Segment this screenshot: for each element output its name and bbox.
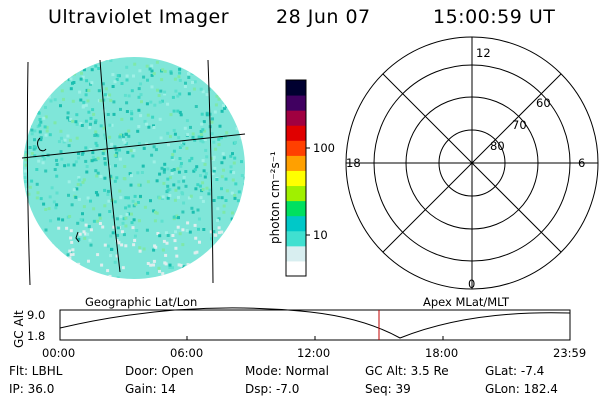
mlt-label-18: 18 bbox=[346, 156, 361, 170]
orbit-xtick-1800: 18:00 bbox=[425, 346, 459, 360]
colorbar-band bbox=[286, 80, 306, 96]
date-label: 28 Jun 07 bbox=[276, 6, 371, 28]
colorbar-band bbox=[286, 245, 306, 262]
orbit-xtick-0600: 06:00 bbox=[170, 346, 204, 360]
colorbar-band bbox=[286, 155, 306, 171]
colorbar-tick-100: 100 bbox=[313, 141, 335, 155]
colorbar-band bbox=[286, 140, 306, 156]
orbit-xtick-2359: 23:59 bbox=[553, 346, 587, 360]
colorbar-tick-10: 10 bbox=[313, 228, 328, 242]
time-label: 15:00:59 UT bbox=[433, 6, 556, 28]
orbit-xtick-1200: 12:00 bbox=[297, 346, 331, 360]
info-door: Door: Open bbox=[125, 364, 194, 378]
colorbar-band bbox=[286, 230, 306, 247]
info-seq: Seq: 39 bbox=[365, 382, 411, 396]
colorbar-band bbox=[286, 125, 306, 141]
colorbar-unit-label: photon cm⁻²s⁻¹ bbox=[268, 151, 282, 244]
orbit-ytick-1-8: 1.8 bbox=[27, 329, 46, 343]
polar-plot bbox=[345, 36, 599, 290]
info-mode: Mode: Normal bbox=[245, 364, 329, 378]
info-ip: IP: 36.0 bbox=[9, 382, 55, 396]
mlat-label-60: 60 bbox=[536, 96, 551, 110]
info-filter: Flt: LBHL bbox=[9, 364, 63, 378]
geographic-grid bbox=[21, 59, 246, 286]
info-gain: Gain: 14 bbox=[125, 382, 176, 396]
colorbar-band bbox=[286, 170, 306, 187]
colorbar-band bbox=[286, 110, 306, 126]
orbit-plot bbox=[59, 307, 571, 341]
colorbar-band bbox=[286, 200, 306, 217]
info-dsp: Dsp: -7.0 bbox=[245, 382, 300, 396]
colorbar bbox=[285, 79, 310, 277]
mlat-label-80: 80 bbox=[490, 139, 505, 153]
coastline bbox=[37, 137, 80, 243]
info-glat: GLat: -7.4 bbox=[485, 364, 545, 378]
colorbar-band bbox=[286, 260, 306, 277]
info-glon: GLon: 182.4 bbox=[485, 382, 558, 396]
orbit-ytick-9: 9.0 bbox=[27, 308, 46, 322]
uv-image bbox=[21, 57, 246, 286]
mlt-label-0: 0 bbox=[468, 277, 476, 291]
mlt-label-6: 6 bbox=[578, 156, 586, 170]
mlt-label-12: 12 bbox=[476, 46, 491, 60]
polar-panel-label: Apex MLat/MLT bbox=[423, 295, 510, 309]
image-panel-label: Geographic Lat/Lon bbox=[85, 295, 198, 309]
instrument-title: Ultraviolet Imager bbox=[48, 6, 230, 28]
info-gc-alt: GC Alt: 3.5 Re bbox=[365, 364, 449, 378]
mlat-label-70: 70 bbox=[512, 118, 527, 132]
orbit-ylabel: GC Alt bbox=[12, 310, 26, 348]
colorbar-band bbox=[286, 185, 306, 202]
colorbar-band bbox=[286, 215, 306, 232]
colorbar-band bbox=[286, 95, 306, 111]
orbit-xtick-0000: 00:00 bbox=[42, 346, 76, 360]
